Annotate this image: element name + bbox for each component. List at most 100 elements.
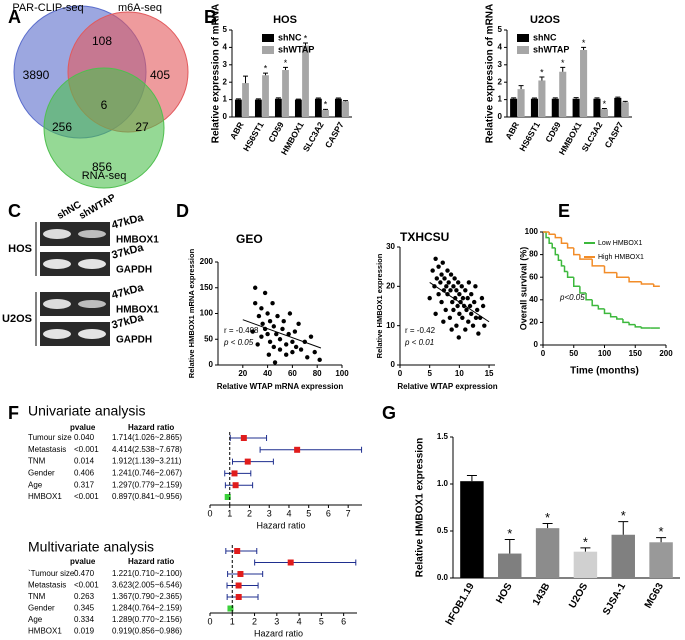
legend-label: shNC xyxy=(278,32,302,42)
point xyxy=(255,342,260,347)
significance: * xyxy=(507,526,512,541)
point xyxy=(465,295,470,301)
row-label: Age xyxy=(28,480,43,489)
error-bar xyxy=(504,538,515,554)
y-axis-label: Relative expression of mRNA xyxy=(211,4,222,144)
bar xyxy=(334,98,342,117)
x-tick-label: 40 xyxy=(263,369,272,378)
significance: * xyxy=(659,524,664,539)
x-tick-label: 0 xyxy=(398,369,403,378)
point xyxy=(312,349,317,355)
x-tick-label: 1 xyxy=(227,508,232,518)
protein-name: GAPDH xyxy=(116,335,152,346)
x-tick-label: CD59 xyxy=(543,120,563,144)
point xyxy=(281,319,286,324)
significance: * xyxy=(304,33,308,43)
point xyxy=(298,347,304,352)
p-value: 0.334 xyxy=(74,615,95,624)
significance: * xyxy=(540,67,544,77)
survival-step xyxy=(545,232,550,239)
survival-step xyxy=(560,260,565,267)
significance: * xyxy=(582,38,586,48)
point xyxy=(271,344,276,350)
x-tick-label: 60 xyxy=(288,369,297,378)
point xyxy=(296,321,301,326)
survival-step xyxy=(628,277,642,283)
x-axis-label: Time (months) xyxy=(570,366,639,377)
error-bar xyxy=(511,97,517,99)
bar xyxy=(538,80,546,117)
blot-band xyxy=(43,229,71,239)
point xyxy=(456,335,461,340)
error-bar xyxy=(315,97,321,99)
blot-band xyxy=(78,300,106,308)
point xyxy=(267,339,273,345)
survival-step xyxy=(579,254,593,260)
hazard-ratio: 3.623(2.005~6.546) xyxy=(112,581,182,590)
survival-step xyxy=(551,243,556,249)
p-value: <0.001 xyxy=(74,492,99,501)
legend-swatch xyxy=(517,46,529,54)
point xyxy=(280,326,285,332)
venn-set-label: PAR-CLIP-seq xyxy=(12,2,83,14)
p-value: 0.345 xyxy=(74,604,95,613)
survival-step xyxy=(585,293,593,301)
y-tick-label: 5 xyxy=(223,25,228,34)
survival-step xyxy=(628,322,636,326)
x-tick-label: 0 xyxy=(207,508,212,518)
x-tick-label: 150 xyxy=(629,349,643,358)
hazard-ratio: 0.897(0.841~0.956) xyxy=(112,492,182,501)
point xyxy=(427,295,432,301)
survival-step xyxy=(622,319,630,324)
point xyxy=(479,295,485,301)
point xyxy=(451,307,456,313)
y-tick-label: 0 xyxy=(223,112,228,121)
survival-step xyxy=(634,324,642,328)
error-bar xyxy=(275,97,281,99)
blot-band xyxy=(43,329,71,339)
hazard-point xyxy=(235,594,242,600)
point xyxy=(265,331,270,337)
point xyxy=(460,315,465,320)
legend-swatch xyxy=(262,34,274,42)
hazard-point xyxy=(237,571,244,577)
point xyxy=(445,268,450,273)
survival-step xyxy=(557,254,562,261)
x-tick-label: 200 xyxy=(659,349,673,358)
bar xyxy=(498,553,522,578)
row-label: Age xyxy=(28,615,43,624)
p-value: <0.001 xyxy=(74,445,99,454)
significance: * xyxy=(324,100,328,110)
error-bar xyxy=(235,98,241,100)
y-axis-label: Relative HMBOX1 mRNA expression xyxy=(187,248,196,378)
chart-title: U2OS xyxy=(530,14,560,26)
y-tick-label: 1.0 xyxy=(437,479,449,488)
confidence-interval xyxy=(224,470,252,477)
bar xyxy=(342,101,349,117)
y-tick-label: 50 xyxy=(204,334,213,343)
y-tick-label: 5 xyxy=(498,25,503,34)
hazard-point xyxy=(234,548,241,554)
bar xyxy=(282,70,289,117)
x-tick-label: HOS xyxy=(494,581,515,606)
x-tick-label: 15 xyxy=(485,369,494,378)
legend-swatch xyxy=(262,46,274,54)
p-value: 0.019 xyxy=(74,627,95,636)
bar xyxy=(302,45,309,117)
significance: * xyxy=(583,534,588,549)
point xyxy=(444,284,449,289)
point xyxy=(439,272,444,277)
bar xyxy=(274,98,282,117)
x-tick-label: ABR xyxy=(503,120,521,141)
point xyxy=(442,276,447,281)
x-axis-label: Hazard ratio xyxy=(256,520,305,530)
hazard-point xyxy=(244,458,251,465)
row-label: Gender xyxy=(28,604,55,613)
x-tick-label: ABR xyxy=(228,120,246,141)
table-title: Univariate analysis xyxy=(28,403,146,419)
x-tick-label: 3 xyxy=(267,508,272,518)
point xyxy=(449,327,454,332)
survival-step xyxy=(591,299,599,307)
x-tick-label: 3 xyxy=(274,616,279,626)
survival-step xyxy=(591,259,605,267)
